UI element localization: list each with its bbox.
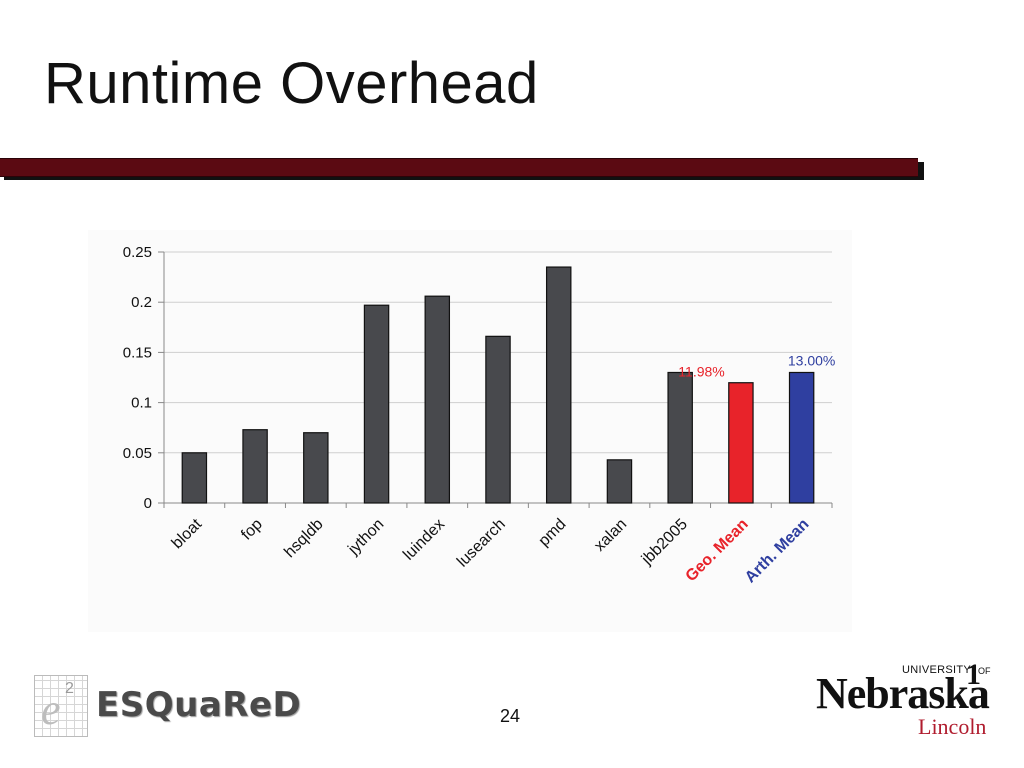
bar bbox=[242, 429, 268, 504]
bar bbox=[424, 295, 451, 504]
x-tick-label: luindex bbox=[400, 516, 448, 564]
x-tick-label: fop bbox=[238, 516, 266, 544]
x-tick-label: lusearch bbox=[454, 516, 509, 571]
bar bbox=[303, 432, 329, 504]
bar bbox=[788, 371, 815, 504]
chart-panel: 0 0.05 0.1 0.15 0.2 0.25 bloat fop hsqldb jython… bbox=[88, 230, 852, 632]
x-tick-label: jython bbox=[344, 516, 387, 559]
bar bbox=[181, 452, 208, 504]
title-rule-bar bbox=[0, 158, 918, 177]
nebraska-logo-of: OF bbox=[978, 666, 991, 676]
bar bbox=[606, 459, 633, 504]
x-tick-label: xalan bbox=[591, 516, 630, 555]
bar bbox=[485, 335, 511, 504]
y-tick-label: 0.05 bbox=[123, 445, 152, 462]
data-label: 11.98% bbox=[678, 364, 724, 380]
nebraska-logo-campus: Lincoln bbox=[918, 714, 987, 739]
axes: 0 0.05 0.1 0.15 0.2 0.25 bbox=[123, 244, 833, 512]
data-label: 13.00% bbox=[788, 352, 835, 368]
x-tick-label: pmd bbox=[536, 516, 570, 550]
page-number: 24 bbox=[500, 706, 521, 726]
bar-chart: 0 0.05 0.1 0.15 0.2 0.25 bloat fop hsqldb jython… bbox=[123, 244, 836, 586]
e2-logo-superscript: 2 bbox=[65, 680, 74, 697]
e2-logo-letter: e bbox=[41, 685, 61, 734]
y-tick-label: 0.2 bbox=[131, 294, 152, 311]
bar bbox=[363, 304, 390, 504]
title-rule bbox=[0, 158, 924, 180]
x-tick-label: Arth. Mean bbox=[742, 516, 812, 586]
esquared-logo-text: ESQuaReD bbox=[96, 685, 302, 725]
y-tick-label: 0.1 bbox=[131, 395, 152, 412]
bar bbox=[728, 382, 754, 504]
e2-logo-mark: e 2 bbox=[34, 675, 88, 737]
x-tick-label: bloat bbox=[169, 515, 206, 552]
y-tick-label: 0.25 bbox=[123, 244, 152, 261]
nebraska-logo-numeral: 1 bbox=[966, 658, 981, 691]
bar bbox=[667, 371, 693, 504]
y-tick-label: 0 bbox=[144, 495, 152, 512]
nebraska-logo-name: Nebraska bbox=[816, 669, 990, 718]
bars bbox=[181, 266, 815, 504]
x-tick-label: jbb2005 bbox=[638, 516, 691, 569]
bar bbox=[545, 266, 572, 504]
esquared-logo: e 2 ESQuaReD bbox=[34, 675, 301, 741]
x-tick-label: hsqldb bbox=[281, 516, 326, 561]
slide-title: Runtime Overhead bbox=[44, 51, 539, 116]
nebraska-logo-university: UNIVERSITY bbox=[902, 664, 972, 676]
y-tick-label: 0.15 bbox=[123, 344, 152, 361]
nebraska-logo: UNIVERSITY 1 OF Nebraska Lincoln bbox=[814, 658, 1004, 746]
